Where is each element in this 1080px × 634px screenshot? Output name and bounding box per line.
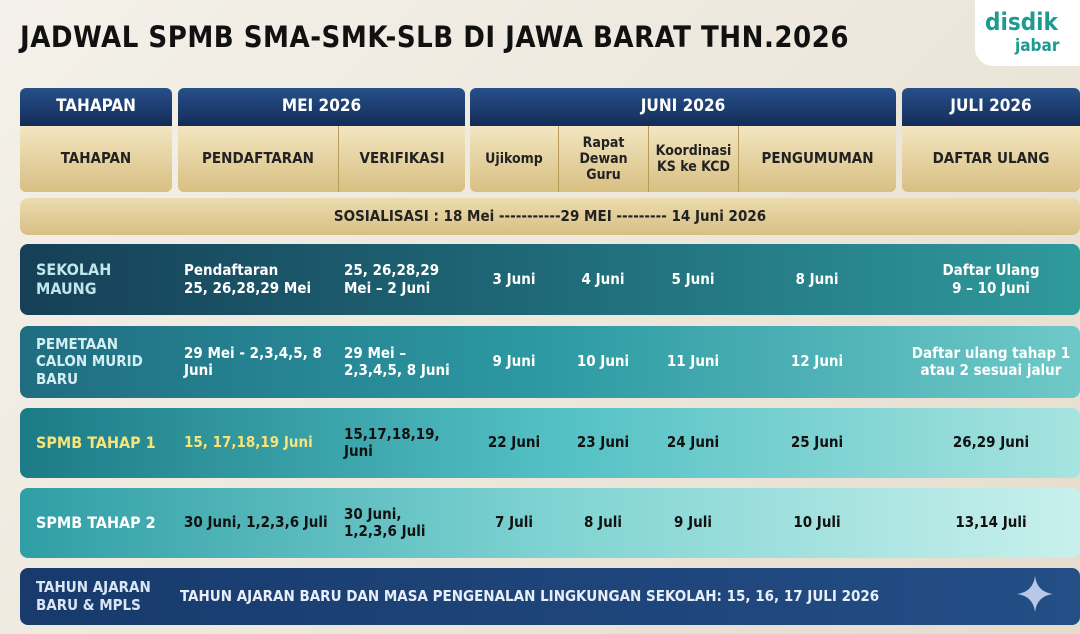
- column-header: PENDAFTARAN: [178, 126, 338, 192]
- schedule-cell: 13,14 Juli: [955, 513, 1027, 532]
- sosialisasi-bar: [20, 198, 1080, 235]
- row-label: SEKOLAH MAUNG: [36, 260, 112, 298]
- schedule-cell: 29 Mei - 2,3,4,5, 8 Juni: [184, 343, 322, 379]
- schedule-cell: 25 Juni: [790, 433, 844, 452]
- schedule-cell: 30 Juni, 1,2,3,6 Juli: [344, 504, 426, 540]
- row-bg: [20, 326, 1080, 398]
- schedule-cell: 24 Juni: [666, 433, 720, 452]
- schedule-cell: 15,17,18,19, Juni: [344, 424, 440, 460]
- schedule-cell: 11 Juni: [666, 352, 720, 371]
- column-header: PENGUMUMAN: [738, 126, 896, 192]
- schedule-cell: 30 Juni, 1,2,3,6 Juli: [184, 513, 328, 532]
- row-bg: [20, 244, 1080, 315]
- row-bg: [20, 488, 1080, 558]
- sparkle-icon: [1017, 576, 1053, 612]
- logo-text: disdik: [985, 8, 1058, 36]
- footer-text: TAHUN AJARAN BARU DAN MASA PENGENALAN LI…: [180, 586, 880, 605]
- title: JADWAL SPMB SMA-SMK-SLB DI JAWA BARAT TH…: [20, 20, 849, 55]
- column-header: TAHAPAN: [20, 126, 172, 192]
- schedule-cell: 23 Juni: [576, 433, 630, 452]
- logo: disdik jabar: [975, 0, 1080, 66]
- schedule-cell: 5 Juni: [671, 269, 715, 288]
- schedule-cell: 8 Juni: [795, 269, 839, 288]
- row-label: SPMB TAHAP 1: [36, 432, 156, 452]
- schedule-cell: 22 Juni: [487, 433, 541, 452]
- footer-bg: [20, 568, 1080, 625]
- schedule-cell: 9 Juli: [674, 513, 712, 532]
- schedule-cell: Pendaftaran 25, 26,28,29 Mei: [184, 261, 312, 297]
- schedule-cell: 4 Juni: [581, 269, 625, 288]
- schedule-cell: 8 Juli: [584, 513, 622, 532]
- month-header: TAHAPAN: [20, 88, 172, 126]
- row-label: PEMETAAN CALON MURID BARU: [36, 335, 143, 388]
- schedule-cell: 26,29 Juni: [952, 433, 1030, 452]
- month-header: MEI 2026: [178, 88, 465, 126]
- schedule-cell: 10 Juni: [576, 352, 630, 371]
- column-header: VERIFIKASI: [338, 126, 465, 192]
- schedule-cell: 12 Juni: [790, 352, 844, 371]
- month-header: JULI 2026: [902, 88, 1080, 126]
- schedule-cell: 7 Juli: [495, 513, 533, 532]
- schedule-cell: 9 Juni: [492, 352, 536, 371]
- sosialisasi: SOSIALISASI : 18 Mei -----------29 MEI -…: [333, 206, 767, 225]
- row-label: SPMB TAHAP 2: [36, 512, 156, 532]
- column-header: Koordinasi KS ke KCD: [648, 126, 738, 192]
- row-bg: [20, 408, 1080, 478]
- logo-text: jabar: [1015, 36, 1060, 56]
- schedule-cell: Daftar Ulang 9 – 10 Juni: [942, 261, 1040, 297]
- schedule-cell: 29 Mei – 2,3,4,5, 8 Juni: [344, 343, 450, 379]
- footer-label: TAHUN AJARAN BARU & MPLS: [36, 578, 151, 614]
- column-header: Rapat Dewan Guru: [558, 126, 648, 192]
- column-header: DAFTAR ULANG: [902, 126, 1080, 192]
- schedule-cell: 3 Juni: [492, 269, 536, 288]
- schedule-cell: 25, 26,28,29 Mei – 2 Juni: [344, 261, 440, 297]
- schedule-cell: Daftar ulang tahap 1 atau 2 sesuai jalur: [911, 343, 1071, 379]
- schedule-cell: 10 Juli: [793, 513, 841, 532]
- column-header: Ujikomp: [470, 126, 558, 192]
- month-header: JUNI 2026: [470, 88, 896, 126]
- schedule-cell: 15, 17,18,19 Juni: [184, 433, 313, 452]
